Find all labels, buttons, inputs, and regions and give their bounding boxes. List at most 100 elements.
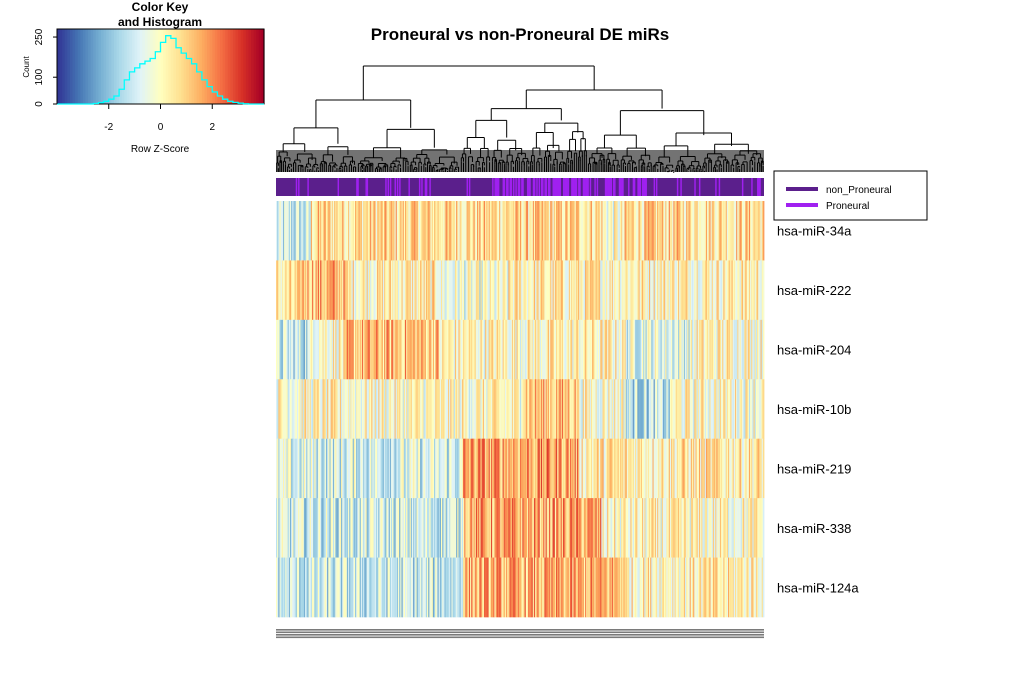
heatmap-cell (415, 260, 417, 321)
heatmap-cell (526, 557, 529, 618)
heatmap-cell (478, 557, 480, 618)
heatmap-cell (364, 438, 366, 499)
heatmap-cell (581, 319, 584, 380)
heatmap-cell (334, 557, 336, 618)
heatmap-cell (364, 557, 366, 618)
heatmap-cell (435, 379, 437, 440)
heatmap-cell (295, 201, 298, 261)
color-key-swatch (111, 29, 115, 104)
heatmap-cell (497, 438, 500, 499)
heatmap-cell (343, 557, 345, 618)
heatmap-cell (386, 557, 388, 618)
heatmap-cell (489, 319, 492, 380)
heatmap-cell (679, 319, 681, 380)
heatmap-cell (513, 379, 515, 440)
heatmap-cell (421, 260, 423, 321)
heatmap-cell (652, 319, 655, 380)
heatmap-cell (526, 438, 529, 499)
heatmap-cell (607, 319, 609, 380)
heatmap-cell (518, 260, 521, 321)
heatmap-cell (650, 557, 652, 618)
heatmap-cell (373, 260, 376, 321)
heatmap-cell (375, 319, 378, 380)
heatmap-cell (679, 201, 681, 261)
heatmap-cell (282, 379, 285, 440)
heatmap-cell (345, 260, 348, 321)
heatmap-cell (725, 557, 728, 618)
heatmap-cell (631, 319, 634, 380)
class-bar-sample (466, 178, 469, 196)
heatmap-cell (429, 557, 431, 618)
heatmap-cell (403, 498, 406, 558)
heatmap-cell (494, 498, 496, 558)
heatmap-cell (341, 319, 343, 380)
heatmap-cell (637, 319, 639, 380)
heatmap-cell (481, 201, 484, 261)
heatmap-cell (302, 201, 305, 261)
heatmap-cell (334, 319, 336, 380)
heatmap-cell (705, 498, 708, 558)
class-bar-sample (579, 178, 581, 196)
heatmap-cell (342, 201, 344, 261)
heatmap-cell (296, 319, 299, 380)
heatmap-cell (375, 438, 378, 499)
heatmap-cell (503, 319, 506, 380)
heatmap-cell (672, 260, 674, 321)
heatmap-cell (650, 438, 652, 499)
heatmap-cell (468, 260, 471, 321)
heatmap-cell (711, 201, 714, 261)
heatmap-cell (298, 201, 300, 261)
heatmap-cell (732, 379, 735, 440)
color-key-swatch (225, 29, 229, 104)
heatmap-cell (474, 319, 477, 380)
heatmap-cell (611, 379, 614, 440)
heatmap-cell (599, 260, 601, 321)
heatmap-cell (454, 557, 457, 618)
heatmap-cell (580, 260, 582, 321)
heatmap-cell (666, 498, 668, 558)
heatmap-cell (593, 379, 595, 440)
heatmap-cell (550, 201, 552, 261)
heatmap-cell (672, 498, 674, 558)
heatmap-cell (507, 260, 509, 321)
heatmap-cell (751, 260, 753, 321)
heatmap-cell (282, 498, 285, 558)
heatmap-cell (571, 557, 573, 618)
heatmap-cell (526, 498, 529, 558)
heatmap-cell (644, 260, 646, 321)
heatmap-cell (398, 260, 400, 321)
heatmap-cell (500, 260, 502, 321)
heatmap-cell (622, 557, 624, 618)
heatmap-cell (517, 498, 520, 558)
heatmap-cell (343, 379, 345, 440)
heatmap-cell (320, 201, 322, 261)
heatmap-cell (313, 438, 315, 499)
heatmap-cell (664, 201, 666, 261)
heatmap-cell (750, 557, 752, 618)
heatmap-cell (384, 557, 386, 618)
heatmap-cell (597, 557, 600, 618)
heatmap-cell (694, 379, 696, 440)
heatmap-cell (341, 557, 343, 618)
heatmap-cell (657, 201, 659, 261)
heatmap-cell (285, 260, 287, 321)
heatmap-cell (287, 557, 290, 618)
heatmap-cell (618, 260, 621, 321)
heatmap-cell (723, 379, 725, 440)
heatmap-cell (738, 260, 740, 321)
heatmap-cell (603, 260, 606, 321)
heatmap-cell (741, 557, 744, 618)
heatmap-cell (350, 498, 352, 558)
heatmap-cell (614, 379, 616, 440)
heatmap-cell (557, 260, 559, 321)
heatmap-cell (648, 438, 651, 499)
heatmap-cell (496, 438, 499, 499)
color-key-swatch (150, 29, 154, 104)
class-bar-sample (385, 178, 387, 196)
color-key-swatch (98, 29, 102, 104)
heatmap-cell (379, 498, 381, 558)
heatmap-cell (398, 319, 400, 380)
heatmap-cell (751, 438, 753, 499)
heatmap-cell (531, 498, 534, 558)
heatmap-cell (653, 260, 656, 321)
